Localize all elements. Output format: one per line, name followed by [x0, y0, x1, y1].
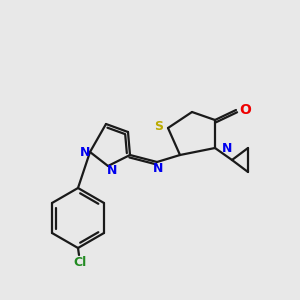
- Text: N: N: [153, 163, 163, 176]
- Text: N: N: [222, 142, 232, 155]
- Text: N: N: [107, 164, 117, 178]
- Text: N: N: [80, 146, 90, 160]
- Text: S: S: [154, 121, 163, 134]
- Text: O: O: [239, 103, 251, 117]
- Text: Cl: Cl: [74, 256, 87, 268]
